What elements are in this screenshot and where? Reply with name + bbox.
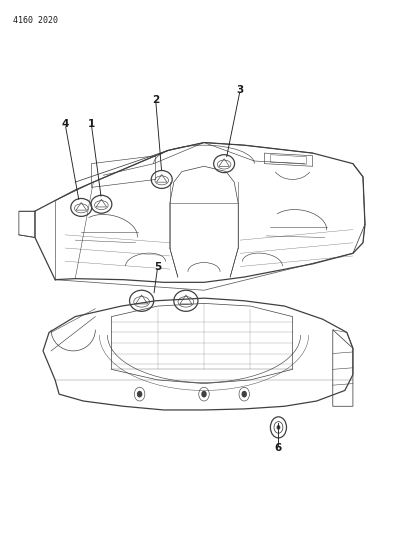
Circle shape — [242, 392, 246, 397]
Text: 4160 2020: 4160 2020 — [13, 16, 58, 25]
Text: 5: 5 — [154, 262, 161, 271]
Text: 4: 4 — [62, 119, 69, 129]
Text: 2: 2 — [152, 95, 160, 106]
Circle shape — [277, 426, 279, 429]
Text: 1: 1 — [88, 119, 95, 129]
Text: 6: 6 — [275, 443, 282, 454]
Text: 3: 3 — [237, 85, 244, 95]
Circle shape — [137, 392, 142, 397]
Circle shape — [202, 392, 206, 397]
